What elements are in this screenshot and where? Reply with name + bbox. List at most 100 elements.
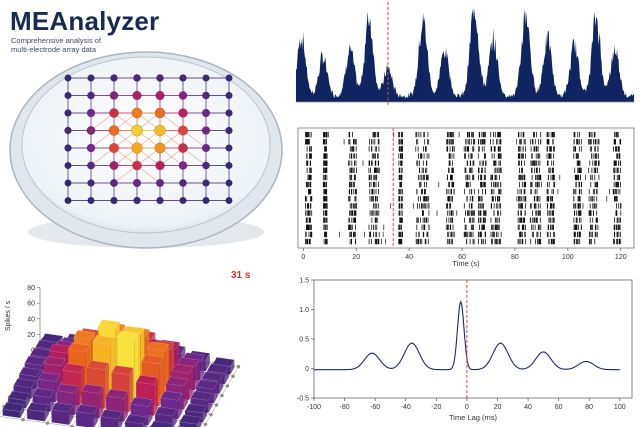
bar-top-face <box>160 390 183 401</box>
subtitle-line-1: Comprehensive analysis of <box>11 36 102 45</box>
y-tick-label: 1.0 <box>299 307 309 314</box>
electrode-node <box>154 124 166 137</box>
app-title: MEAnalyzer <box>10 6 160 36</box>
electrode-node <box>155 90 165 101</box>
bar-top-face <box>24 355 47 366</box>
bar-top-face <box>32 388 55 398</box>
bar-top-face <box>171 363 194 374</box>
bar-top-face <box>154 406 178 417</box>
electrode-node <box>178 91 188 100</box>
electrode-node <box>86 108 96 118</box>
electrode-node <box>86 161 96 170</box>
bar-top-face <box>206 363 230 374</box>
electrode-node <box>87 196 95 205</box>
electrode-node <box>109 178 119 188</box>
electrode-node <box>225 126 233 135</box>
electrode-node <box>64 179 72 187</box>
bar-top-face <box>135 374 159 385</box>
electrode-node <box>225 179 233 187</box>
bar3d-bar <box>100 409 123 427</box>
electrode-node <box>154 142 166 154</box>
xcorr-frame <box>313 279 633 399</box>
bar-top-face <box>124 414 148 425</box>
bar3d-bar <box>124 414 148 427</box>
electrode-node <box>179 74 187 82</box>
x-tick-label: 20 <box>494 404 502 411</box>
electrode-node <box>179 179 187 187</box>
x-tick-label: 40 <box>524 404 532 411</box>
hero-panel: MEAnalyzer Comprehensive analysis of mul… <box>0 0 286 264</box>
electrode-node <box>109 160 119 171</box>
electrode-node <box>202 161 210 170</box>
bar3d-bars <box>2 319 235 427</box>
bar-top-face <box>51 402 74 413</box>
bar3d-bar <box>179 414 202 427</box>
x-tick-label: -20 <box>431 404 441 411</box>
electrode-node <box>64 109 72 117</box>
electrode-link <box>113 165 138 184</box>
x-tick-label: 80 <box>511 254 519 261</box>
floor-grid-node <box>45 421 50 425</box>
bar-top-face <box>105 388 129 399</box>
floor-grid-node <box>209 413 213 417</box>
bar-top-face <box>146 341 170 352</box>
electrode-node <box>110 196 118 205</box>
electrode-link <box>90 112 115 131</box>
electrode-node <box>177 125 189 136</box>
bar-top-face <box>18 367 42 377</box>
x-tick-label: -60 <box>370 404 380 411</box>
bar-top-face <box>92 335 115 345</box>
electrode-node <box>108 125 120 136</box>
firing-rate-3d-chart: 020406080Spikes / s <box>0 285 241 427</box>
population-rate-area <box>296 8 634 102</box>
firing-rate-3d-panel: 020406080Spikes / s 31 s <box>0 268 286 427</box>
bar-top-face <box>7 390 31 401</box>
electrode-node <box>155 178 165 188</box>
electrode-node <box>202 196 210 205</box>
electrode-node <box>155 160 165 171</box>
bar-front-face <box>51 409 70 425</box>
floor-grid-node <box>225 384 230 388</box>
y-tick-label: 1.5 <box>299 278 309 285</box>
bar-top-face <box>81 384 104 394</box>
electrode-node <box>225 161 233 170</box>
floor-grid-node <box>236 365 241 369</box>
y-tick-label: 60 <box>27 301 35 308</box>
y-tick-label: -0.5 <box>297 396 309 403</box>
bar-top-face <box>212 357 235 367</box>
electrode-node <box>132 178 142 188</box>
xcorr-line <box>314 300 620 371</box>
electrode-node <box>202 74 210 82</box>
electrode-node <box>225 196 233 205</box>
floor-grid-node <box>220 393 224 398</box>
electrode-node <box>86 126 96 135</box>
y-tick-label: 0.5 <box>299 337 309 344</box>
bar-top-face <box>100 409 123 420</box>
bar-top-face <box>190 390 213 401</box>
x-tick-label: 60 <box>458 254 466 261</box>
electrode-node <box>202 179 210 187</box>
x-tick-label: 120 <box>615 254 627 261</box>
bar-top-face <box>97 319 121 329</box>
floor-grid-node <box>214 403 219 407</box>
bar-top-face <box>179 414 202 425</box>
x-tick-label: 0 <box>301 254 305 261</box>
cross-correlation-panel: -0.5 0 0.5 1.0 1.5 -100 -80 -60 -40 -20 0 20 40 60 80 1… <box>290 270 640 427</box>
electrode-node <box>87 91 95 100</box>
electrode-node <box>178 108 188 118</box>
electrode-node <box>64 196 72 205</box>
electrode-node <box>131 107 143 119</box>
floor-grid-node <box>231 374 235 378</box>
bar-top-face <box>56 383 80 394</box>
electrode-link <box>90 147 115 166</box>
electrode-node <box>225 74 233 82</box>
x-tick-label: 40 <box>405 254 413 261</box>
floor-grid-node <box>70 424 74 427</box>
x-axis-label: Time Lag (ms) <box>449 413 498 422</box>
bar-top-face <box>48 343 72 354</box>
bar-top-face <box>62 363 85 373</box>
raster-panel: 0 20 40 60 80 100 120 Time (s) <box>290 120 640 268</box>
dish-inner <box>21 56 271 234</box>
electrode-node <box>154 107 166 119</box>
bar-front-face <box>76 411 94 427</box>
